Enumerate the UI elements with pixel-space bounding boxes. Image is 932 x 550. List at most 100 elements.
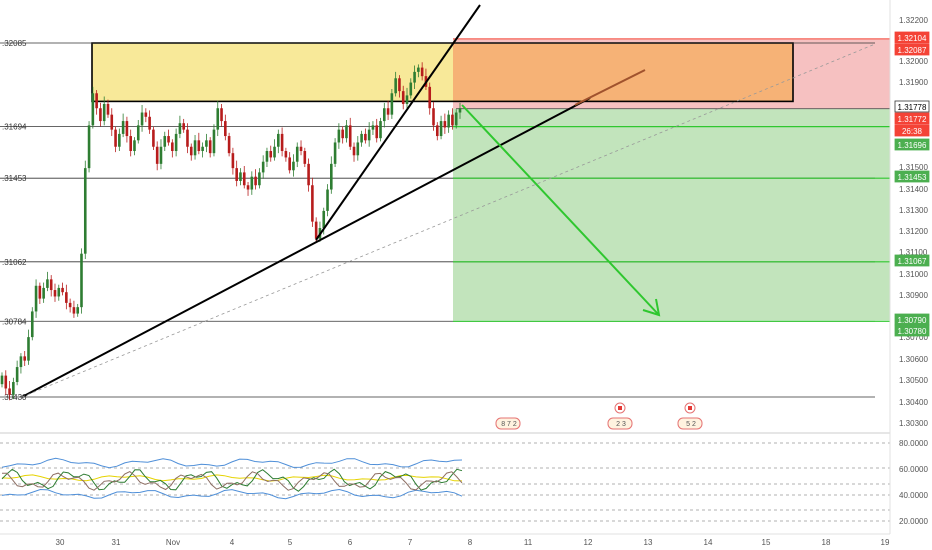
- level-label: .30430: [2, 393, 27, 402]
- candle-body: [333, 142, 337, 164]
- candle-body: [303, 151, 307, 164]
- price-badge-label: 26:38: [902, 127, 923, 136]
- projection-arrow-head: [642, 298, 661, 317]
- candle-body: [121, 121, 125, 134]
- candle-body: [273, 146, 276, 158]
- time-tick-label: 13: [644, 538, 653, 547]
- candle-body: [254, 176, 257, 186]
- event-badge-label: 5 2: [686, 421, 696, 428]
- time-tick-label: 30: [56, 538, 65, 547]
- time-tick-label: 11: [524, 538, 533, 547]
- candle-body: [155, 146, 159, 164]
- price-tick-label: 1.30600: [899, 355, 928, 364]
- candle-body: [186, 129, 189, 147]
- level-label: .31062: [2, 258, 27, 267]
- supply-zone: [92, 43, 453, 102]
- price-badge: [894, 100, 930, 113]
- candle-body: [330, 163, 333, 190]
- candle-body: [405, 95, 409, 104]
- candle-body: [420, 67, 424, 77]
- candle-body: [364, 133, 367, 141]
- price-badge-label: 1.30780: [898, 327, 927, 336]
- dashed-channel-line: [21, 43, 876, 398]
- candle-body: [38, 285, 42, 299]
- candle-body: [382, 108, 386, 122]
- price-badge-label: 1.30790: [898, 316, 927, 325]
- level-label: .32085: [2, 39, 27, 48]
- candle-body: [443, 121, 447, 128]
- time-tick-label: 18: [822, 538, 831, 547]
- candle-body: [106, 103, 110, 115]
- canada-flag-icon: [688, 406, 692, 410]
- price-badge-label: 1.32087: [898, 46, 927, 55]
- candle-body: [148, 116, 151, 130]
- time-tick-label: 12: [584, 538, 593, 547]
- time-tick-label: 5: [288, 538, 293, 547]
- oscillator-pane: 80.0000 60.0000 40.0000 20.0000: [0, 432, 928, 526]
- price-tick-label: 1.31400: [899, 185, 928, 194]
- candle-body: [178, 123, 182, 134]
- candle-body: [118, 133, 121, 147]
- price-badge: [894, 170, 930, 183]
- time-tick-label: 15: [762, 538, 771, 547]
- candle-body: [216, 108, 220, 130]
- candle-body: [19, 356, 23, 368]
- candle-body: [53, 290, 57, 297]
- candle-body: [269, 151, 273, 158]
- price-tick-label: 1.30900: [899, 291, 928, 300]
- level-label: .31694: [2, 123, 27, 132]
- price-tick-label: 1.30500: [899, 376, 928, 385]
- price-tick-label: 1.31500: [899, 163, 928, 172]
- candle-body: [49, 279, 53, 291]
- event-badge: [607, 417, 633, 430]
- candle-body: [447, 114, 450, 128]
- candle-body: [12, 382, 15, 395]
- price-badge: [894, 43, 930, 56]
- time-tick-label: 7: [408, 538, 413, 547]
- candle-body: [432, 108, 435, 126]
- time-tick-label: 8: [468, 538, 473, 547]
- candle-body: [231, 153, 235, 169]
- time-axis[interactable]: 30 31 Nov 4 5 6 7 8 11 12 13 14 15 18 19: [0, 533, 890, 547]
- price-tick-label: 1.30300: [899, 419, 928, 428]
- candle-body: [61, 287, 64, 293]
- candle-body: [205, 140, 208, 147]
- candle-body: [458, 108, 462, 113]
- trendline-extension: [574, 69, 646, 106]
- time-tick-label: 4: [230, 538, 235, 547]
- candle-body: [239, 172, 242, 181]
- candle-body: [83, 168, 87, 254]
- candle-body: [8, 388, 11, 395]
- candle-body: [182, 123, 185, 130]
- candle-body: [114, 129, 117, 147]
- candle-body: [208, 140, 212, 154]
- candle-body: [27, 337, 30, 361]
- price-tick-label: 1.31100: [899, 248, 928, 257]
- oscillator-tick-label: 80.0000: [899, 439, 928, 448]
- candle-body: [299, 146, 303, 152]
- candle-body: [341, 129, 344, 139]
- time-tick-label: 6: [348, 538, 353, 547]
- steep-trendline: [315, 4, 481, 241]
- candle-body: [417, 67, 420, 72]
- candle-body: [23, 356, 27, 361]
- price-axis[interactable]: 1.32200 1.32000 1.31900 1.31500 1.31400 1.313…: [889, 0, 930, 534]
- candle-body: [152, 129, 155, 147]
- candle-body: [454, 112, 458, 126]
- candle-body: [371, 125, 375, 130]
- upper-band-line: [1, 457, 463, 469]
- candle-body: [140, 112, 144, 126]
- candle-body: [197, 140, 201, 152]
- price-badge-label: 1.31778: [898, 103, 927, 112]
- candle-body: [284, 151, 288, 158]
- candle-body: [451, 114, 454, 126]
- candle-body: [386, 108, 390, 115]
- candle-body: [136, 125, 140, 141]
- candle-body: [72, 307, 76, 314]
- price-badge-label: 1.32104: [898, 34, 927, 43]
- candle-body: [307, 163, 310, 186]
- price-badge-label: 1.31067: [898, 257, 927, 266]
- candle-body: [379, 121, 382, 139]
- candle-body: [95, 93, 98, 109]
